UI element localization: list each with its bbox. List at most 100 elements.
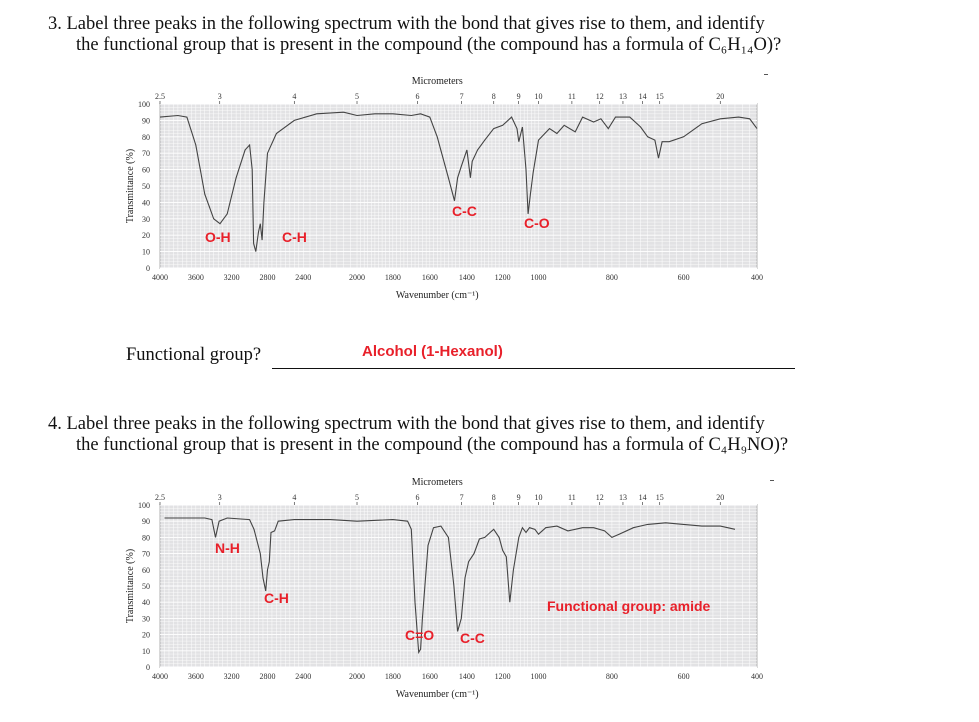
x-tick-label: 1600 xyxy=(422,273,438,282)
x-tick-label: 800 xyxy=(606,672,618,681)
x-tick-label: 2400 xyxy=(295,672,311,681)
x-tick-label: 1000 xyxy=(530,672,546,681)
peak-annotation: C-C xyxy=(452,203,477,219)
question-3-line-1: 3. Label three peaks in the following sp… xyxy=(48,14,765,34)
y-tick-label: 40 xyxy=(142,598,150,607)
micrometer-tick-label: 14 xyxy=(639,493,647,502)
x-tick-label: 1800 xyxy=(385,273,401,282)
micrometer-tick-label: 20 xyxy=(716,92,724,101)
top-axis-label: Micrometers xyxy=(412,477,463,488)
micrometer-tick-label: 15 xyxy=(656,493,664,502)
x-tick-label: 4000 xyxy=(152,672,168,681)
y-tick-label: 50 xyxy=(142,582,150,591)
micrometer-tick-label: 10 xyxy=(534,493,542,502)
x-tick-label: 2400 xyxy=(295,273,311,282)
x-tick-label: 1200 xyxy=(495,273,511,282)
y-tick-label: 30 xyxy=(142,215,150,224)
functional-group-label: Functional group? xyxy=(126,345,262,365)
y-tick-label: 70 xyxy=(142,149,150,158)
micrometer-tick-label: 20 xyxy=(716,493,724,502)
y-tick-label: 20 xyxy=(142,231,150,240)
y-tick-label: 60 xyxy=(142,166,150,175)
y-tick-label: 70 xyxy=(142,550,150,559)
micrometer-tick-label: 10 xyxy=(534,92,542,101)
x-tick-label: 1800 xyxy=(385,672,401,681)
stray-mark xyxy=(764,74,768,75)
y-tick-label: 90 xyxy=(142,116,150,125)
micrometer-tick-label: 14 xyxy=(639,92,647,101)
x-tick-label: 1400 xyxy=(459,672,475,681)
y-tick-label: 20 xyxy=(142,631,150,640)
x-axis-label: Wavenumber (cm⁻¹) xyxy=(396,290,479,301)
answer-blank-line xyxy=(272,368,795,369)
x-tick-label: 1000 xyxy=(530,273,546,282)
micrometer-tick-label: 2.5 xyxy=(155,92,165,101)
peak-annotation: Functional group: amide xyxy=(547,598,711,614)
micrometer-tick-label: 12 xyxy=(596,493,604,502)
y-tick-label: 100 xyxy=(138,100,150,109)
micrometer-tick-label: 12 xyxy=(596,92,604,101)
x-tick-label: 800 xyxy=(606,273,618,282)
y-tick-label: 40 xyxy=(142,198,150,207)
x-tick-label: 2000 xyxy=(349,273,365,282)
question-3: 3. Label three peaks in the following sp… xyxy=(48,14,781,56)
x-tick-label: 3600 xyxy=(188,672,204,681)
x-axis-label: Wavenumber (cm⁻¹) xyxy=(396,689,479,700)
x-tick-label: 600 xyxy=(678,672,690,681)
x-tick-label: 400 xyxy=(751,273,763,282)
micrometer-tick-label: 6 xyxy=(416,493,420,502)
y-tick-label: 90 xyxy=(142,517,150,526)
micrometer-tick-label: 7 xyxy=(460,493,464,502)
x-tick-label: 400 xyxy=(751,672,763,681)
x-tick-label: 600 xyxy=(678,273,690,282)
spectrum-line xyxy=(159,111,758,252)
y-tick-label: 100 xyxy=(138,501,150,510)
micrometer-tick-label: 9 xyxy=(517,92,521,101)
peak-annotation: O-H xyxy=(205,229,231,245)
micrometer-tick-label: 5 xyxy=(355,493,359,502)
micrometer-tick-label: 5 xyxy=(355,92,359,101)
x-tick-label: 2000 xyxy=(349,672,365,681)
y-tick-label: 30 xyxy=(142,614,150,623)
micrometer-tick-label: 6 xyxy=(416,92,420,101)
peak-annotation: C-O xyxy=(524,215,550,231)
micrometer-tick-label: 4 xyxy=(292,493,296,502)
y-tick-label: 10 xyxy=(142,248,150,257)
question-4-line-2: the functional group that is present in … xyxy=(76,435,789,455)
x-tick-label: 2800 xyxy=(259,672,275,681)
peak-annotation: C=O xyxy=(405,627,434,643)
ir-spectrum-2: 0 10 20 30 40 50 60 70 80 90 100 4000 3600 3200 2800 24… xyxy=(125,477,763,700)
y-tick-label: 80 xyxy=(142,133,150,142)
x-tick-label: 1600 xyxy=(422,672,438,681)
y-tick-label: 60 xyxy=(142,566,150,575)
peak-annotation: C-H xyxy=(264,590,289,606)
peak-annotation: C-C xyxy=(460,630,485,646)
micrometer-tick-label: 4 xyxy=(292,92,296,101)
x-tick-label: 2800 xyxy=(259,273,275,282)
micrometer-tick-label: 9 xyxy=(517,493,521,502)
micrometer-tick-label: 7 xyxy=(460,92,464,101)
micrometer-tick-label: 11 xyxy=(568,493,576,502)
question-4-line-1: 4. Label three peaks in the following sp… xyxy=(48,414,765,434)
y-tick-label: 80 xyxy=(142,533,150,542)
x-tick-label: 3200 xyxy=(224,672,240,681)
x-tick-label: 1400 xyxy=(459,273,475,282)
y-tick-label: 50 xyxy=(142,182,150,191)
micrometer-tick-label: 8 xyxy=(492,92,496,101)
peak-annotation: N-H xyxy=(215,540,240,556)
y-tick-label: 0 xyxy=(146,663,150,672)
answer-text: Alcohol (1-Hexanol) xyxy=(362,343,503,360)
question-3-line-2: the functional group that is present in … xyxy=(76,35,782,55)
micrometer-tick-label: 13 xyxy=(619,493,627,502)
x-tick-label: 3600 xyxy=(188,273,204,282)
x-tick-label: 4000 xyxy=(152,273,168,282)
y-tick-label: 0 xyxy=(146,264,150,273)
micrometer-tick-label: 3 xyxy=(218,92,222,101)
x-tick-label: 3200 xyxy=(224,273,240,282)
x-tick-label: 1200 xyxy=(495,672,511,681)
peak-annotation: C-H xyxy=(282,229,307,245)
y-axis-label: Transmittance (%) xyxy=(125,149,136,223)
y-tick-label: 10 xyxy=(142,647,150,656)
micrometer-tick-label: 13 xyxy=(619,92,627,101)
